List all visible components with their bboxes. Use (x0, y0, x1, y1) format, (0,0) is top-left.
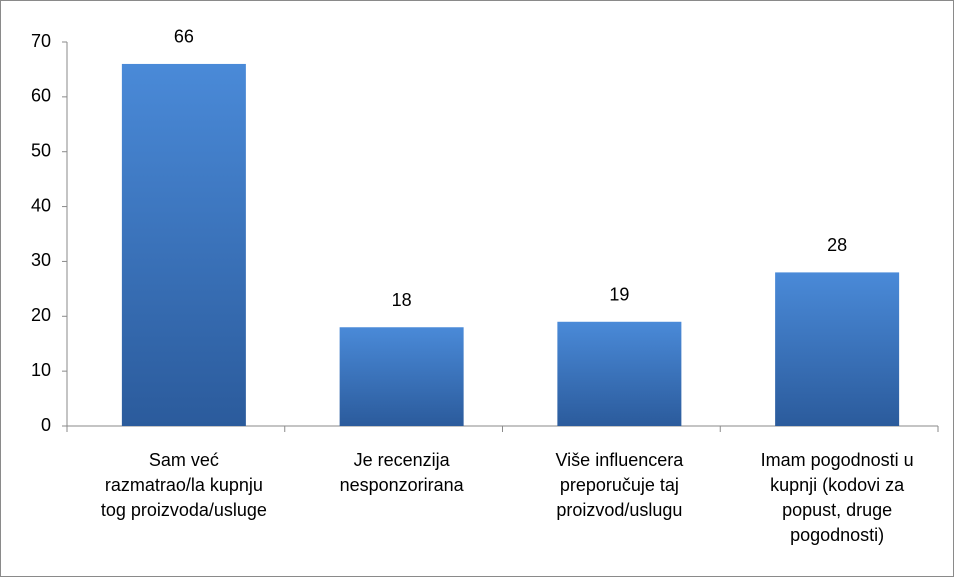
bar (775, 272, 900, 426)
x-tick-label: Imam pogodnosti u kupnji (kodovi za popu… (760, 450, 914, 545)
data-label: 28 (827, 235, 847, 255)
y-tick-label: 20 (31, 305, 51, 325)
data-label: 66 (174, 27, 194, 47)
x-tick-label: Je recenzija nesponzorirana (339, 450, 464, 495)
bar (339, 327, 464, 426)
bar (557, 321, 682, 426)
y-tick-label: 50 (31, 140, 51, 160)
x-tick-label: Sam već razmatrao/la kupnju tog proizvod… (100, 450, 267, 520)
y-tick-label: 30 (31, 250, 51, 270)
y-tick-label: 40 (31, 195, 51, 215)
y-tick-label: 0 (41, 415, 51, 435)
y-tick-label: 60 (31, 86, 51, 106)
data-label: 18 (392, 290, 412, 310)
x-tick-label: Više influencera preporučuje taj proizvo… (555, 450, 684, 520)
y-tick-label: 70 (31, 31, 51, 51)
bar (121, 63, 246, 426)
y-tick-label: 10 (31, 360, 51, 380)
data-label: 19 (609, 285, 629, 305)
